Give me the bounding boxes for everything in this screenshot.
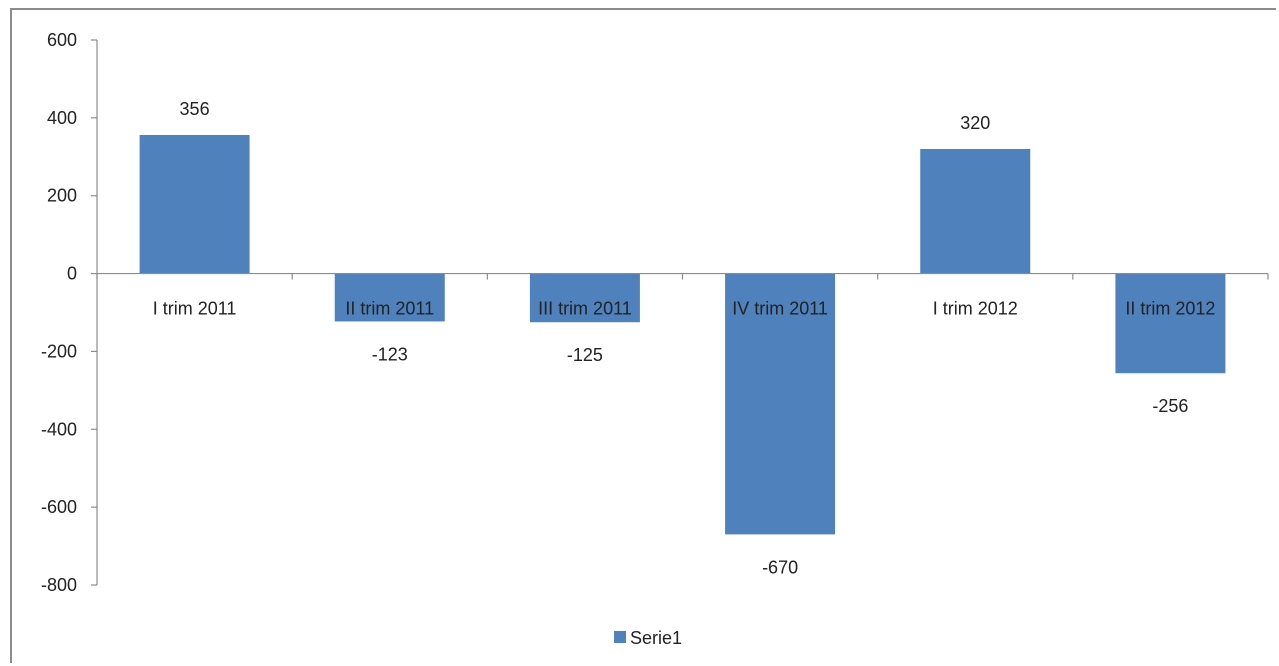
y-tick-label: -800 (41, 575, 77, 595)
data-labels: 356 -123 -125 -670 320 -256 (180, 99, 1189, 577)
y-tick-label: 200 (47, 186, 77, 206)
bars (139, 134, 1226, 535)
bar-6 (1115, 273, 1226, 374)
category-label: III trim 2011 (538, 299, 632, 319)
category-label: II trim 2012 (1125, 299, 1215, 319)
legend-label-serie1: Serie1 (630, 628, 682, 648)
bar-4 (725, 273, 836, 535)
y-tick-label: 0 (67, 264, 77, 284)
category-labels: I trim 2011 II trim 2011 III trim 2011 IV t… (153, 299, 1216, 319)
data-label: -256 (1152, 396, 1188, 416)
data-label: -670 (762, 557, 798, 577)
category-label: II trim 2011 (345, 299, 434, 319)
bar-3 (529, 273, 640, 323)
category-label: IV trim 2011 (732, 299, 828, 319)
y-tick-label: -600 (41, 497, 77, 517)
category-label: I trim 2011 (153, 299, 237, 319)
data-label: -123 (372, 344, 408, 364)
bar-2 (334, 273, 445, 322)
data-label: 356 (180, 99, 210, 119)
data-label: -125 (567, 345, 603, 365)
bar-1 (139, 134, 250, 274)
legend-swatch-serie1 (614, 631, 626, 643)
chart-frame (10, 8, 1276, 663)
y-tick-label: 600 (47, 30, 77, 50)
x-axis (96, 272, 1269, 280)
y-tick-label: -400 (41, 419, 77, 439)
y-tick-label: -200 (41, 341, 77, 361)
y-tick-label: 400 (47, 108, 77, 128)
data-label: 320 (960, 113, 990, 133)
legend: Serie1 (614, 628, 682, 648)
category-label: I trim 2012 (933, 299, 1018, 319)
bar-5 (920, 149, 1031, 274)
y-axis: 600 400 200 0 -200 -400 -600 -800 (41, 30, 98, 595)
